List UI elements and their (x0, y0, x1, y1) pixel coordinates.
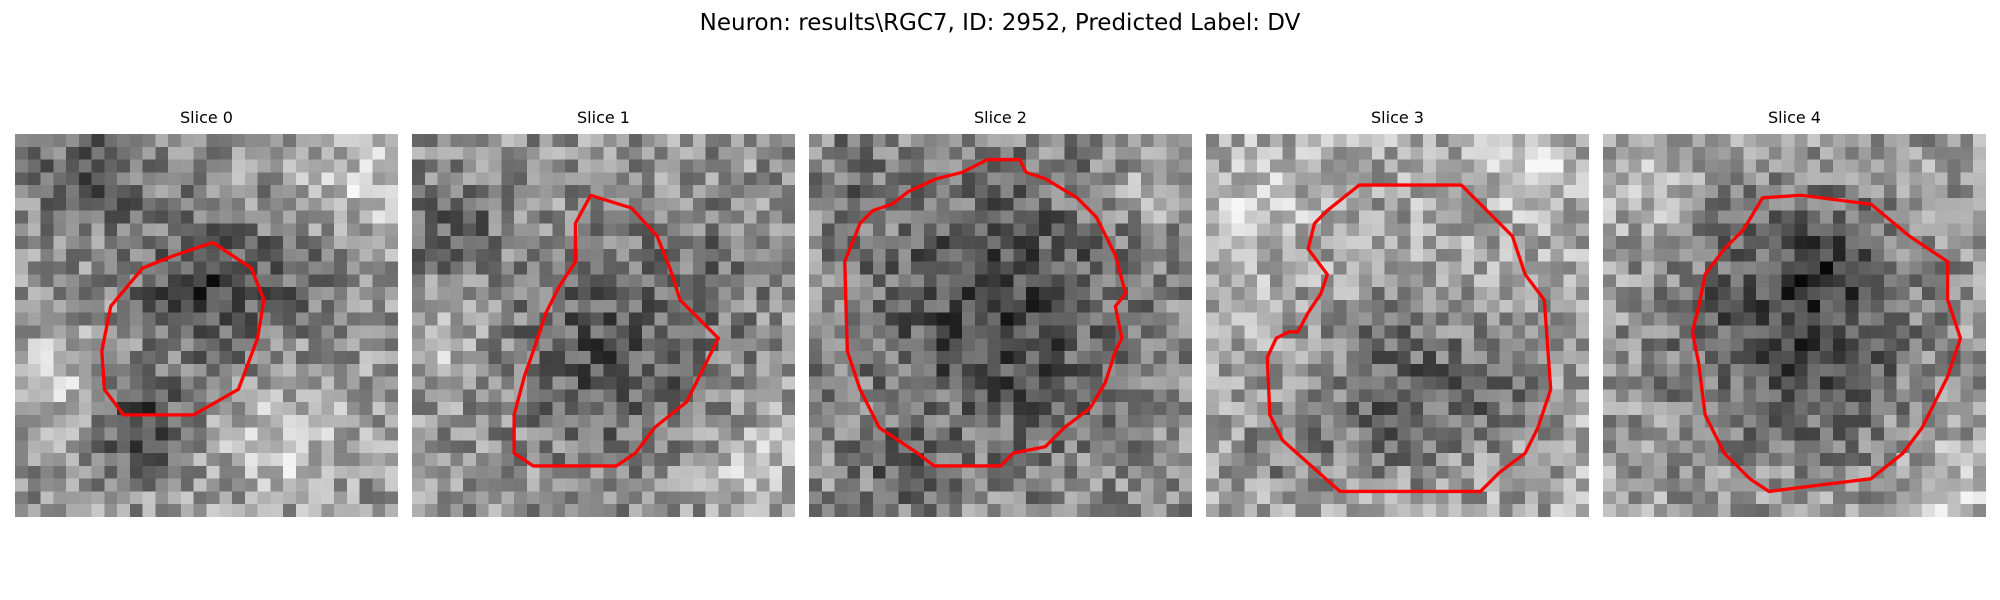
pixel-grid (1206, 134, 1589, 517)
slice-panel-3: Slice 3 (1206, 108, 1589, 517)
slice-image-4 (1603, 134, 1986, 517)
cell-contour (1690, 193, 1963, 494)
slice-title-2: Slice 2 (974, 108, 1027, 127)
cell-contour (1265, 183, 1553, 494)
cell-contour (100, 240, 266, 417)
cell-contour (512, 193, 721, 468)
slice-title-1: Slice 1 (577, 108, 630, 127)
slice-image-0 (15, 134, 398, 517)
slice-title-3: Slice 3 (1371, 108, 1424, 127)
slice-image-2 (809, 134, 1192, 517)
cell-contour (843, 157, 1128, 468)
pixel-grid (412, 134, 795, 517)
pixel-grid (15, 134, 398, 517)
figure-title: Neuron: results\RGC7, ID: 2952, Predicte… (699, 10, 1301, 36)
slice-panel-2: Slice 2 (809, 108, 1192, 517)
slice-title-4: Slice 4 (1768, 108, 1821, 127)
pixel-grid (1603, 134, 1986, 517)
slice-image-3 (1206, 134, 1589, 517)
slice-image-1 (412, 134, 795, 517)
slice-panel-0: Slice 0 (15, 108, 398, 517)
pixel-grid (809, 134, 1192, 517)
slice-title-0: Slice 0 (180, 108, 233, 127)
slice-panel-4: Slice 4 (1603, 108, 1986, 517)
slice-panel-1: Slice 1 (412, 108, 795, 517)
